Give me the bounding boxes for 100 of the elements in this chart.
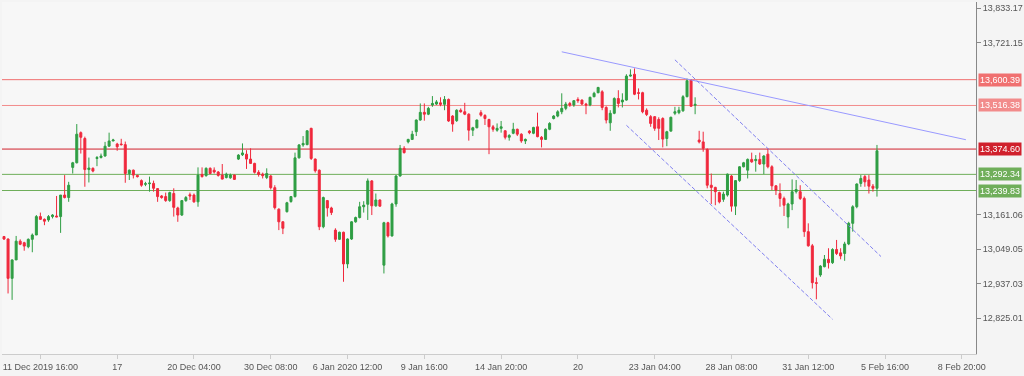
candlestick: [212, 166, 216, 175]
candlestick: [673, 106, 677, 116]
candlestick: [95, 155, 99, 167]
candlestick: [67, 181, 71, 203]
candlestick: [224, 172, 228, 179]
candlestick: [487, 118, 491, 155]
candlestick: [172, 187, 176, 218]
candlestick: [434, 99, 438, 105]
candlestick: [131, 169, 135, 179]
candlestick: [430, 95, 434, 108]
candlestick: [305, 129, 309, 146]
candlestick: [192, 193, 196, 204]
candlestick: [232, 173, 236, 181]
x-tick-label: 31 Jan 12:00: [782, 361, 835, 372]
candlestick: [374, 193, 378, 208]
candlestick: [426, 106, 430, 116]
candlestick: [164, 192, 168, 203]
candlestick: [443, 95, 447, 111]
candlestick: [507, 133, 511, 142]
candlestick: [649, 114, 653, 128]
candlestick: [439, 96, 442, 107]
candlestick: [592, 91, 596, 98]
candlestick: [196, 166, 200, 208]
candlestick: [168, 191, 172, 203]
candlestick: [693, 96, 697, 115]
x-tick-label: 8 Feb 20:00: [937, 361, 986, 372]
candlestick: [503, 129, 507, 140]
candlestick: [59, 194, 63, 234]
candlestick: [750, 152, 754, 164]
candlestick: [717, 191, 721, 204]
candlestick: [127, 169, 131, 181]
candlestick: [572, 99, 576, 108]
candlestick: [730, 174, 733, 213]
y-tick-label: 12,825.01: [982, 313, 1023, 324]
candlestick: [366, 177, 370, 221]
candlestick: [511, 122, 515, 135]
candlestick: [321, 196, 325, 229]
candlestick: [208, 166, 212, 175]
candlestick: [762, 154, 766, 175]
candlestick: [495, 122, 499, 133]
candlestick: [378, 198, 382, 208]
candlestick: [240, 142, 244, 157]
candlestick: [754, 154, 758, 173]
candlestick: [123, 141, 127, 184]
candlestick: [220, 163, 224, 180]
candlestick: [689, 78, 693, 108]
candlestick: [370, 179, 374, 216]
x-tick-label: 11 Dec 2019 16:00: [2, 361, 79, 372]
candlestick: [83, 136, 87, 188]
candlestick: [42, 217, 46, 226]
candlestick: [55, 195, 59, 218]
candlestick: [584, 102, 588, 115]
x-tick-label: 17: [112, 361, 123, 372]
x-tick-label: 28 Jan 08:00: [705, 361, 758, 372]
candlestick: [46, 214, 50, 223]
candlestick: [51, 213, 55, 219]
candlestick: [228, 173, 232, 180]
candlestick: [204, 166, 208, 178]
candlestick: [459, 107, 463, 114]
candlestick: [115, 142, 119, 152]
candlestick: [261, 172, 265, 179]
candlestick: [139, 178, 143, 188]
candlestick: [758, 152, 762, 166]
x-tick-label: 14 Jan 20:00: [475, 361, 528, 372]
candlestick: [540, 136, 544, 148]
ref-line-label: 13,516.38: [980, 100, 1021, 110]
candlestick: [536, 112, 539, 138]
candlestick: [410, 130, 414, 141]
candlestick: [499, 120, 503, 134]
candlestick: [200, 166, 204, 179]
candlestick: [875, 144, 879, 198]
candlestick: [519, 132, 523, 144]
candlestick: [79, 130, 83, 155]
candlestick: [701, 131, 705, 153]
candlestick: [523, 138, 527, 145]
candlestick: [831, 247, 835, 265]
candlestick: [835, 239, 839, 256]
candlestick: [576, 96, 580, 104]
candlestick: [333, 227, 337, 243]
x-tick-label: 20 Dec 04:00: [167, 361, 221, 372]
candlestick: [277, 207, 281, 231]
candlestick: [358, 201, 362, 219]
y-tick-label: 13,161.06: [982, 209, 1023, 220]
candlestick: [588, 96, 592, 107]
candlestick: [265, 167, 269, 180]
y-tick-label: 13,721.15: [982, 37, 1023, 48]
x-tick-label: 6 Jan 2020 12:00: [312, 361, 383, 372]
y-tick-label: 13,049.05: [982, 244, 1023, 255]
x-tick-label: 20: [572, 361, 583, 372]
x-tick-label: 30 Dec 08:00: [243, 361, 298, 372]
candlestick: [725, 173, 729, 198]
candlestick: [552, 114, 556, 120]
candlestick: [180, 199, 184, 217]
candlestick: [87, 157, 91, 183]
candlestick: [867, 174, 871, 195]
x-tick-label: 9 Jan 16:00: [400, 361, 448, 372]
candlestick: [91, 166, 95, 173]
candlestick: [342, 231, 345, 283]
x-tick-label: 23 Jan 04:00: [628, 361, 681, 372]
candlestick: [337, 231, 341, 241]
